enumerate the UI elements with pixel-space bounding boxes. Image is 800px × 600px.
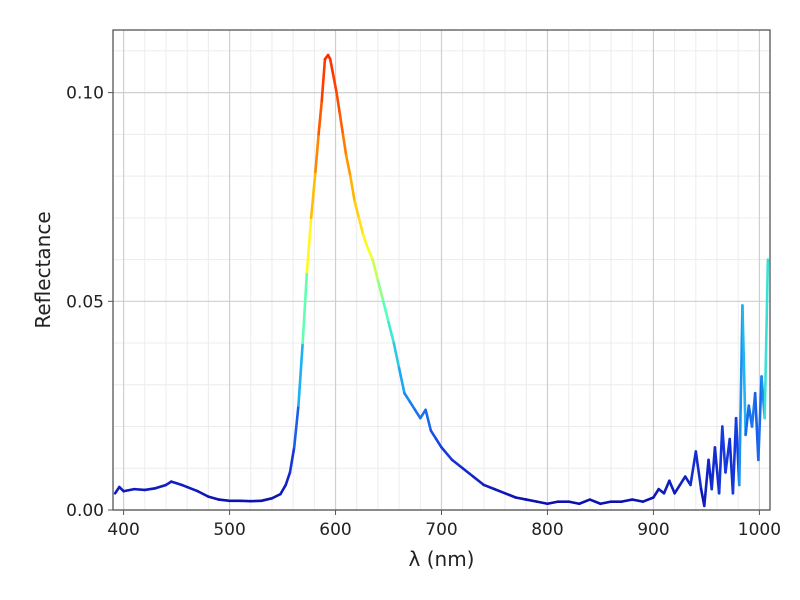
spectrum-line-segment bbox=[122, 487, 136, 493]
spectrum-line-segment bbox=[429, 429, 438, 441]
spectrum-line-segment bbox=[381, 299, 390, 324]
spectrum-line-segment bbox=[599, 500, 613, 506]
spectrum-line-segment bbox=[630, 498, 645, 503]
spectrum-line-segment bbox=[361, 233, 369, 249]
x-tick-label: 800 bbox=[531, 520, 563, 540]
spectrum-line-segment bbox=[332, 74, 338, 94]
spectrum-line-segment bbox=[132, 487, 147, 492]
spectrum-line-segment bbox=[620, 498, 634, 503]
y-axis-ticks: 0.00 0.05 0.10 bbox=[66, 84, 113, 521]
x-tick-label: 1000 bbox=[738, 520, 781, 540]
spectrum-line-segment bbox=[577, 498, 592, 506]
spectrum-line-segment bbox=[279, 483, 288, 496]
spectrum-line-segment bbox=[702, 458, 710, 508]
spectrum-line-segment bbox=[493, 487, 507, 495]
x-axis-title: λ (nm) bbox=[409, 547, 475, 571]
spectrum-line-segment bbox=[673, 483, 682, 495]
spectrum-line-segment bbox=[366, 245, 374, 261]
x-axis-ticks: 400 500 600 700 800 900 1000 bbox=[107, 510, 781, 540]
spectrum-line-segment bbox=[207, 495, 221, 501]
spectrum-line-segment bbox=[424, 408, 433, 433]
x-tick-label: 600 bbox=[319, 520, 351, 540]
spectrum-line-segment bbox=[328, 57, 335, 78]
x-tick-label: 900 bbox=[637, 520, 669, 540]
x-tick-label: 500 bbox=[213, 520, 245, 540]
spectrum-line-segment bbox=[196, 489, 210, 498]
spectrum-line-segment bbox=[338, 112, 345, 136]
spectrum-line-segment bbox=[341, 133, 348, 157]
x-tick-label: 700 bbox=[425, 520, 457, 540]
spectrum-line-segment bbox=[535, 500, 549, 506]
spectrum-line-segment bbox=[763, 258, 770, 420]
spectrum-line-segment bbox=[567, 500, 581, 506]
spectrum-line-segment bbox=[260, 497, 274, 503]
y-tick-label: 0.00 bbox=[66, 501, 104, 521]
spectrum-line-segment bbox=[694, 450, 703, 491]
spectrum-line-segment bbox=[689, 450, 698, 487]
spectrum-line-segment bbox=[450, 458, 464, 470]
spectrum-line-segment bbox=[403, 391, 412, 403]
spectrum-line-segment bbox=[524, 498, 539, 503]
spectrum-line-segment bbox=[154, 483, 168, 490]
spectrum-line-segment bbox=[471, 475, 486, 487]
spectrum-line-segment bbox=[757, 375, 763, 462]
spectrum-line-segment bbox=[335, 91, 342, 115]
spectrum-line-segment bbox=[317, 99, 324, 136]
spectrum-line-segment bbox=[440, 446, 454, 462]
spectrum-line-segment bbox=[292, 404, 300, 449]
spectrum-line-segment bbox=[721, 425, 727, 474]
spectrum-line-segment bbox=[397, 366, 406, 395]
spectrum-line-segment bbox=[641, 496, 655, 503]
spectrum-line-segment bbox=[143, 486, 157, 492]
spectrum-line-segment bbox=[546, 500, 560, 506]
spectrum-line-segment bbox=[668, 479, 676, 495]
spectrum-line-segment bbox=[185, 485, 200, 493]
spectrum-line-segment bbox=[309, 170, 317, 220]
spectrum-line-segment bbox=[514, 496, 528, 501]
x-tick-label: 400 bbox=[107, 520, 139, 540]
major-grid bbox=[113, 30, 770, 511]
spectrum-line-segment bbox=[387, 320, 396, 345]
spectrum-line-segment bbox=[662, 479, 671, 495]
spectrum-line-segment bbox=[301, 270, 309, 345]
spectrum-line-segment bbox=[678, 475, 687, 487]
y-tick-label: 0.10 bbox=[66, 84, 104, 104]
spectrum-line-segment bbox=[270, 492, 282, 500]
y-tick-label: 0.05 bbox=[66, 292, 104, 312]
spectrum-line-segment bbox=[434, 437, 443, 449]
spectrum-line-segment bbox=[376, 279, 385, 303]
spectrum-line-segment bbox=[482, 483, 496, 491]
spectrum-line-segment bbox=[371, 258, 380, 282]
spectrum-line-segment bbox=[353, 199, 361, 220]
spectrum-line-segment bbox=[652, 487, 661, 499]
y-axis-title: Reflectance bbox=[31, 211, 55, 328]
spectrum-line-segment bbox=[461, 466, 475, 478]
spectrum-line-segment bbox=[392, 341, 401, 370]
spectrum-line-segment bbox=[413, 408, 422, 420]
spectrum-line-segment bbox=[349, 174, 356, 203]
spectrum-line-segment bbox=[288, 446, 296, 474]
spectrum-line-segment bbox=[297, 341, 304, 407]
spectrum-line-segment bbox=[305, 216, 313, 274]
spectrum-line-segment bbox=[408, 400, 417, 412]
spectrum-line-segment bbox=[357, 216, 365, 236]
spectrum-line-segment bbox=[320, 57, 327, 103]
spectrum-line-segment bbox=[588, 498, 602, 506]
spectrum-line-segment bbox=[741, 304, 747, 437]
spectrum-line-segment bbox=[314, 133, 320, 174]
spectrum-series bbox=[113, 53, 770, 508]
spectrum-line-segment bbox=[344, 153, 352, 178]
spectrum-line-segment bbox=[284, 471, 292, 487]
spectrum-line-segment bbox=[217, 498, 231, 503]
spectrum-line-segment bbox=[503, 491, 517, 499]
